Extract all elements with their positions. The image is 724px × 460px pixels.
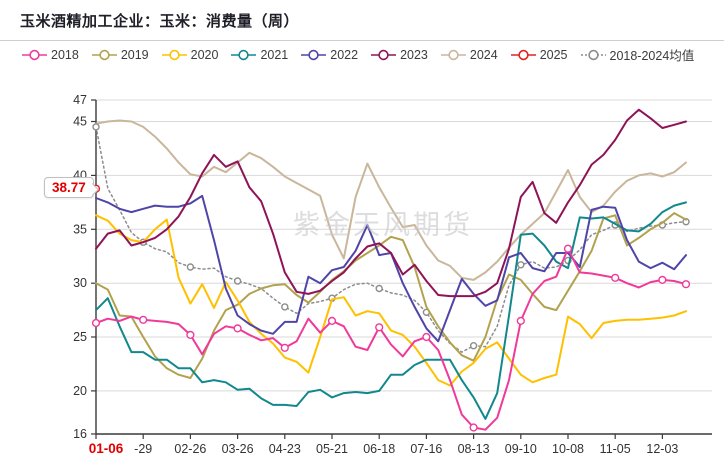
series-marker-2018-2024均值 — [469, 342, 478, 350]
x-tick-label: 09-10 — [505, 442, 537, 456]
legend-item-2020[interactable]: 2020 — [161, 47, 219, 62]
chart-title: 玉米酒精加工企业：玉米：消费量（周） — [20, 13, 300, 30]
series-marker-2018 — [139, 315, 148, 324]
x-tick-label: 10-08 — [552, 442, 584, 456]
series-marker-2018 — [91, 318, 101, 328]
series-marker-2018-2024均值 — [233, 277, 242, 285]
series-marker-2018 — [658, 275, 667, 285]
series-marker-2018 — [469, 423, 478, 432]
series-marker-2018-2024均值 — [375, 284, 383, 293]
series-marker-2018-2024均值 — [517, 261, 525, 269]
y-tick-label: 20 — [73, 384, 87, 398]
x-tick-label: -29 — [134, 442, 152, 456]
series-marker-2018 — [681, 280, 691, 289]
series-marker-2018 — [422, 332, 431, 342]
series-marker-2018 — [280, 343, 289, 352]
legend-item-2025[interactable]: 2025 — [510, 47, 568, 62]
x-tick-label: 01-06 — [89, 441, 124, 456]
series-marker-2018 — [516, 316, 525, 326]
legend-marker-icon — [161, 49, 187, 60]
y-tick-label: 45 — [73, 115, 87, 129]
legend-marker-icon — [580, 49, 606, 60]
x-tick-label: 05-21 — [316, 442, 348, 456]
series-line-2018-2024均值 — [95, 126, 687, 353]
legend-label: 2020 — [190, 47, 219, 62]
x-tick-label: 12-03 — [646, 442, 678, 456]
series-marker-2018 — [233, 324, 242, 333]
legend-marker-icon — [91, 49, 117, 60]
legend-label: 2018 — [51, 47, 79, 62]
x-tick-label: 04-23 — [269, 442, 301, 456]
legend-label: 2019 — [120, 47, 149, 62]
series-marker-2018-2024均值 — [186, 263, 195, 271]
x-tick-label: 08-13 — [458, 442, 490, 456]
series-marker-2018 — [611, 273, 620, 282]
series-marker-2018 — [327, 316, 337, 326]
legend-label: 2025 — [539, 47, 568, 62]
legend-item-2018-2024均值[interactable]: 2018-2024均值 — [580, 45, 695, 64]
series-line-2019 — [95, 212, 687, 379]
series-line-2021 — [95, 201, 687, 420]
y-tick-label: 47 — [73, 93, 87, 107]
legend-marker-icon — [22, 49, 47, 60]
series-marker-2018 — [186, 330, 195, 340]
legend-label: 2021 — [260, 47, 289, 62]
series-line-2023 — [95, 108, 687, 298]
x-tick-label: 02-26 — [174, 442, 206, 456]
legend-item-2022[interactable]: 2022 — [301, 48, 358, 62]
legend-label: 2018-2024均值 — [609, 49, 695, 63]
y-tick-label: 30 — [73, 276, 87, 290]
legend-item-2019[interactable]: 2019 — [91, 47, 149, 62]
legend-item-2024[interactable]: 2024 — [440, 47, 498, 62]
series-line-2018 — [95, 247, 687, 431]
series-marker-2018-2024均值 — [92, 123, 100, 131]
x-tick-label: 07-16 — [410, 442, 442, 456]
series-marker-2018 — [563, 244, 573, 253]
title-divider — [0, 40, 724, 41]
x-tick-label: 03-26 — [222, 442, 254, 456]
legend-marker-icon — [301, 49, 327, 60]
x-tick-label: 11-05 — [600, 442, 631, 456]
legend-item-2021[interactable]: 2021 — [231, 48, 288, 62]
y-tick-label: 16 — [73, 427, 87, 441]
legend-label: 2022 — [330, 47, 359, 62]
y-axis-value-callout: 38.77 — [44, 177, 94, 198]
legend: 2018 2019 2020 2021 2022 2023 2024 2025 2018-202… — [22, 45, 722, 64]
series-marker-2018 — [375, 323, 384, 332]
series-line-2020 — [95, 214, 687, 387]
legend-label: 2024 — [469, 47, 498, 62]
x-tick-label: 06-18 — [363, 442, 395, 456]
legend-marker-icon — [231, 49, 257, 60]
y-tick-label: 35 — [73, 222, 87, 236]
legend-marker-icon — [371, 49, 397, 60]
series-marker-2018-2024均值 — [281, 303, 289, 311]
legend-marker-icon — [440, 49, 466, 60]
y-tick-label: 25 — [73, 330, 87, 344]
series-line-2024 — [95, 119, 687, 281]
legend-label: 2023 — [400, 47, 428, 62]
legend-marker-icon — [510, 49, 536, 60]
legend-item-2018[interactable]: 2018 — [22, 48, 79, 62]
legend-item-2023[interactable]: 2023 — [371, 48, 428, 62]
